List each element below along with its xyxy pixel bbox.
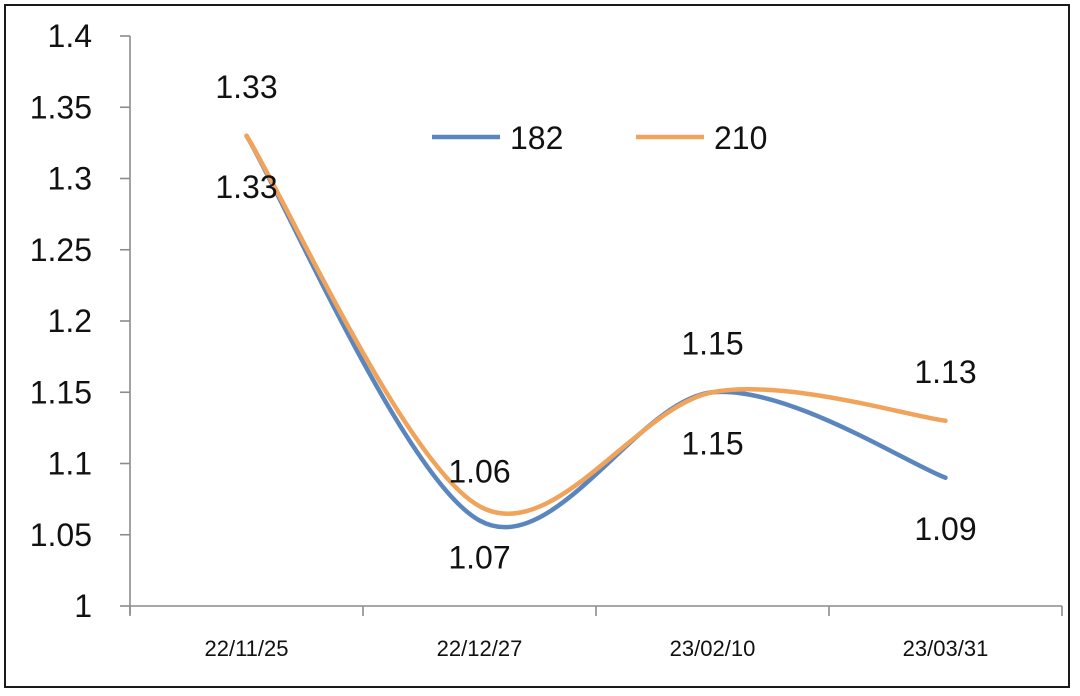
y-tick-label: 1.1	[48, 446, 92, 482]
x-tick-label: 23/02/10	[670, 636, 756, 661]
series-lines	[247, 136, 946, 527]
legend: 182 210	[432, 120, 767, 156]
data-labels: 1.33 1.06 1.15 1.09 1.33 1.07 1.15 1.13	[215, 69, 976, 576]
data-label-182: 1.33	[215, 169, 277, 205]
x-tick-label: 23/03/31	[903, 636, 989, 661]
x-tick-label: 22/11/25	[204, 636, 288, 661]
data-label-210: 1.07	[448, 539, 510, 575]
y-tick-label: 1.4	[48, 18, 92, 54]
y-tick-label: 1.3	[48, 161, 92, 197]
y-tick-label: 1.35	[30, 89, 92, 125]
data-label-210: 1.13	[914, 354, 976, 390]
legend-label-210: 210	[714, 120, 767, 156]
y-tick-label: 1.15	[30, 374, 92, 410]
data-label-210: 1.33	[215, 69, 277, 105]
axes: 1 1.05 1.1 1.15 1.2 1.25 1.3 1.35 1.4 22/11/25 22/…	[30, 18, 1062, 661]
data-label-182: 1.09	[914, 511, 976, 547]
legend-label-182: 182	[510, 120, 563, 156]
x-tick-label: 22/12/27	[437, 636, 523, 661]
y-tick-label: 1.2	[48, 303, 92, 339]
series-line-210	[247, 136, 946, 514]
y-tick-label: 1.25	[30, 232, 92, 268]
data-label-182: 1.06	[448, 454, 510, 490]
data-label-182: 1.15	[681, 425, 743, 461]
y-tick-label: 1	[74, 588, 92, 624]
data-label-210: 1.15	[681, 325, 743, 361]
y-tick-label: 1.05	[30, 517, 92, 553]
